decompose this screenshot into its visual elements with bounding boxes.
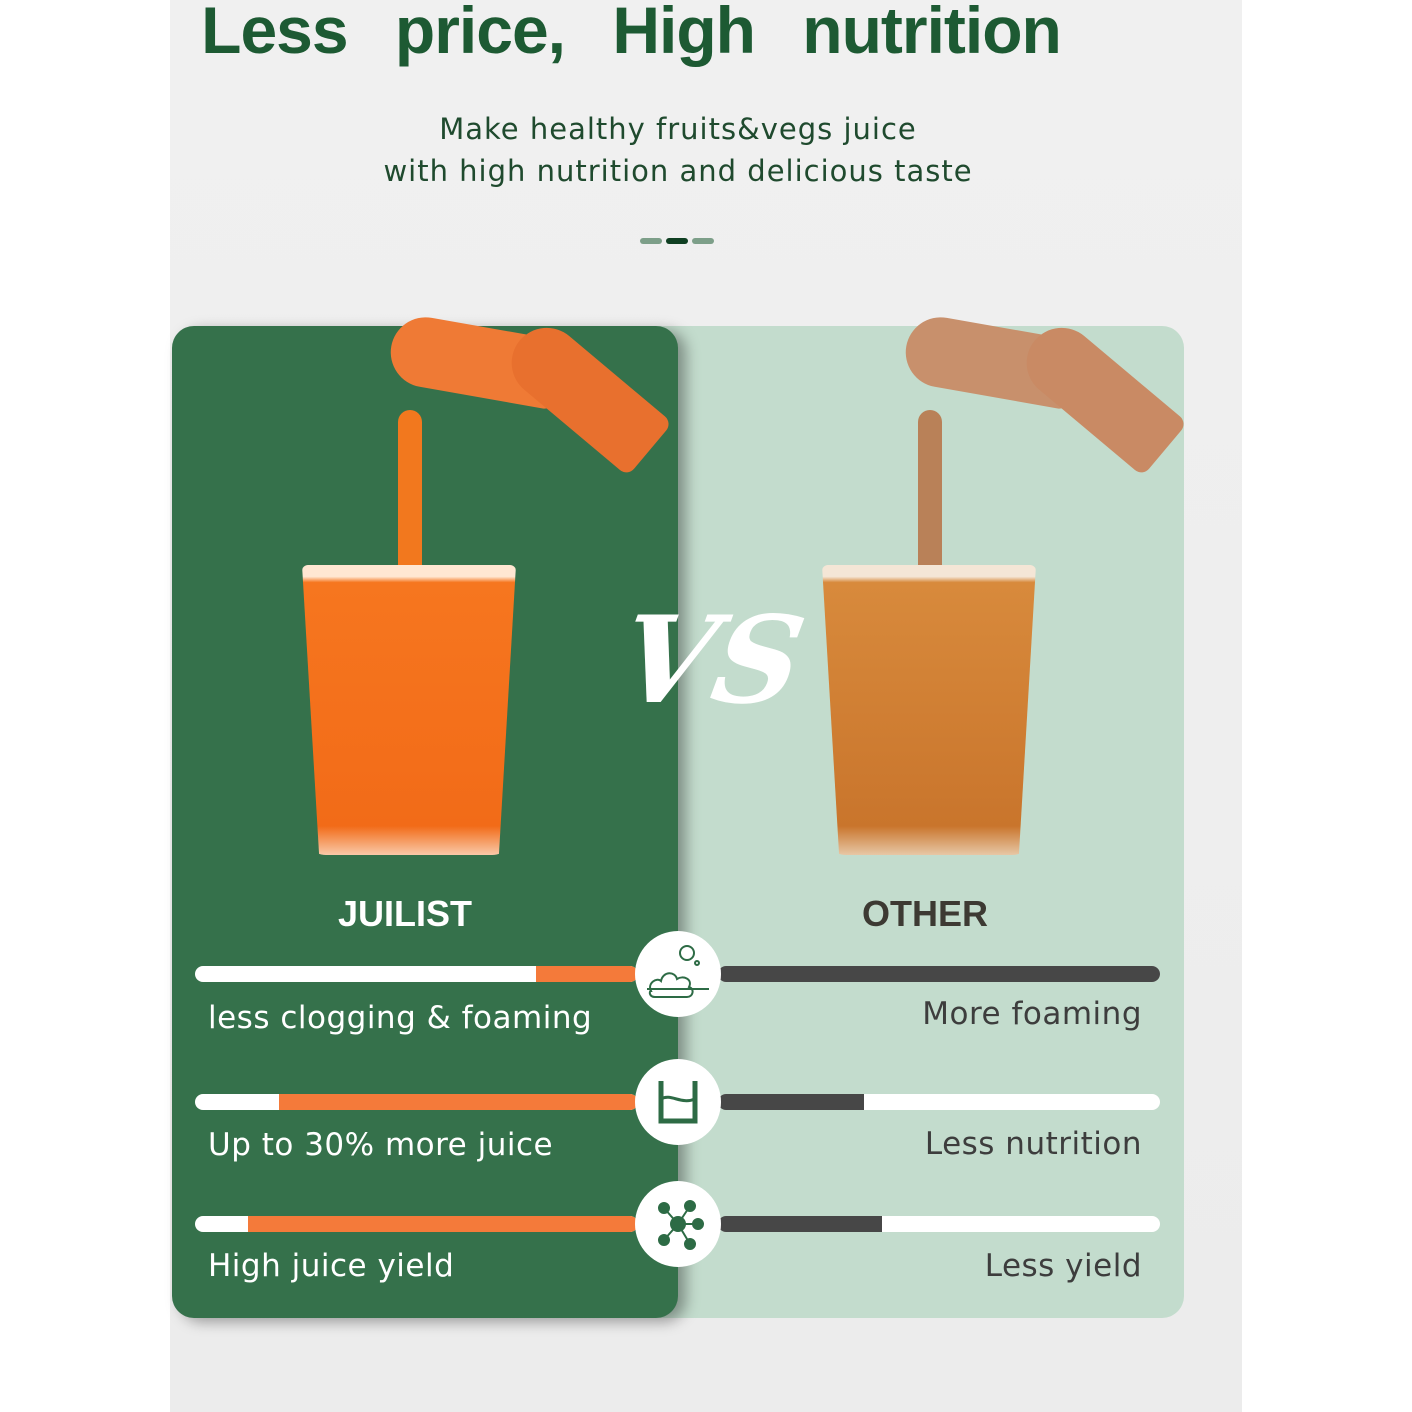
other-feature-label: Less nutrition bbox=[924, 1126, 1142, 1162]
juilist-brand: JUILIST bbox=[338, 893, 473, 934]
foam-bubbles-icon bbox=[635, 931, 721, 1017]
headline: Less price, High nutrition bbox=[201, 0, 1062, 67]
dot bbox=[640, 238, 662, 244]
other-level-fill bbox=[718, 1094, 864, 1110]
page: Less price, High nutrition Make healthy … bbox=[170, 0, 1242, 1412]
juilist-level-fill bbox=[536, 966, 638, 982]
other-level-bar bbox=[718, 1094, 1160, 1110]
other-level-bar bbox=[718, 1216, 1160, 1232]
other-feature-label: Less yield bbox=[984, 1248, 1142, 1284]
juilist-level-bar bbox=[195, 1216, 638, 1232]
cup-icon bbox=[635, 1059, 721, 1145]
other-level-fill bbox=[718, 1216, 882, 1232]
juilist-feature-label: High juice yield bbox=[208, 1248, 455, 1284]
subtitle-line-2: with high nutrition and delicious taste bbox=[383, 154, 973, 188]
juilist-juice-glass bbox=[302, 565, 516, 855]
carousel-dots bbox=[640, 238, 714, 244]
vs-label: VS bbox=[609, 590, 815, 731]
other-level-fill bbox=[718, 966, 1160, 982]
other-level-bar bbox=[718, 966, 1160, 982]
juilist-feature-label: Up to 30% more juice bbox=[208, 1127, 554, 1163]
other-brand: OTHER bbox=[862, 893, 988, 934]
subtitle-line-1: Make healthy fruits&vegs juice bbox=[439, 112, 917, 146]
juilist-level-fill bbox=[279, 1094, 638, 1110]
dot-active bbox=[666, 238, 688, 244]
juice-stream bbox=[398, 410, 422, 580]
juilist-level-bar bbox=[195, 966, 638, 982]
juilist-level-bar bbox=[195, 1094, 638, 1110]
other-feature-label: More foaming bbox=[922, 996, 1142, 1032]
juilist-level-fill bbox=[248, 1216, 638, 1232]
juilist-feature-label: less clogging & foaming bbox=[208, 1000, 593, 1036]
dot bbox=[692, 238, 714, 244]
molecule-icon bbox=[635, 1181, 721, 1267]
juice-stream bbox=[918, 410, 942, 580]
other-juice-glass bbox=[822, 565, 1036, 855]
